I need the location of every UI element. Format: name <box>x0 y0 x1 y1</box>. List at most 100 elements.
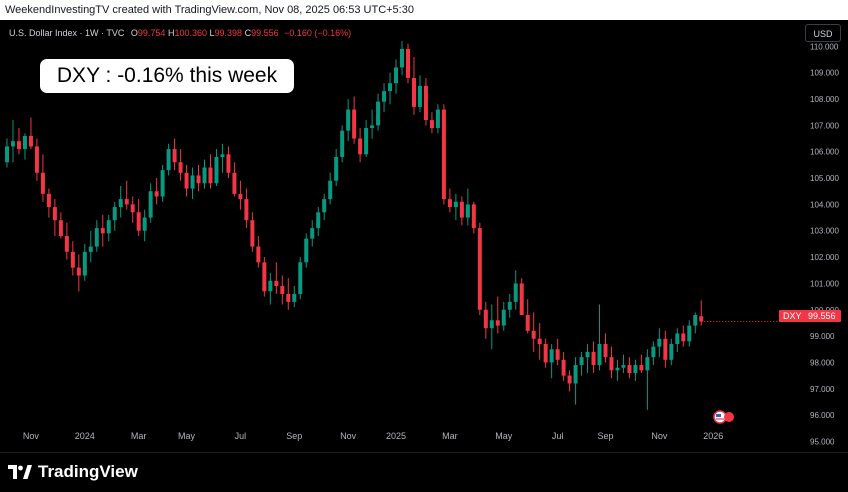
event-dot-icon <box>724 412 734 422</box>
candle-body <box>16 141 21 150</box>
candle <box>178 149 183 181</box>
candle <box>280 275 285 305</box>
candle <box>268 272 273 305</box>
candle <box>88 230 93 263</box>
candle-body <box>687 325 692 342</box>
candle <box>394 59 399 94</box>
candle-body <box>388 83 393 92</box>
time-axis[interactable]: Nov 2024 Mar May Jul Sep Nov 2025 Mar May Jul Sep No… <box>23 431 723 441</box>
candle <box>28 117 33 150</box>
candle-body <box>214 156 219 184</box>
x-tick-label: 2024 <box>75 431 95 441</box>
candle <box>519 278 524 316</box>
candle-body <box>5 146 9 163</box>
candle <box>447 188 452 213</box>
candle <box>471 201 476 234</box>
candle <box>244 188 249 229</box>
candle <box>46 188 51 218</box>
candle-body <box>76 267 81 276</box>
candle <box>507 293 512 318</box>
candle <box>184 164 189 197</box>
candle-body <box>274 280 279 287</box>
tradingview-logo-icon <box>8 465 32 479</box>
candle-body <box>627 365 632 373</box>
candle <box>603 333 608 363</box>
candle <box>214 149 219 186</box>
candle-body <box>459 201 464 218</box>
candle-body <box>334 156 339 181</box>
candle-body <box>112 207 117 221</box>
candle <box>334 149 339 186</box>
price-axis[interactable]: 95.00096.00097.00098.00099.000100.000101… <box>810 42 839 446</box>
candle-body <box>364 128 369 155</box>
candle-body <box>322 199 327 213</box>
candle <box>22 133 27 160</box>
last-price-tag: DXY 99.556 <box>779 310 841 322</box>
price-chart[interactable]: 95.00096.00097.00098.00099.000100.000101… <box>0 20 848 452</box>
candle <box>435 104 440 134</box>
candle-body <box>579 357 584 366</box>
brand-logo[interactable]: TradingView <box>8 461 138 483</box>
candle-body <box>417 85 422 107</box>
candle <box>651 341 656 366</box>
candle-body <box>124 199 129 205</box>
legend-low-value: 99.398 <box>214 28 243 38</box>
candle <box>256 236 261 268</box>
candle <box>388 72 393 105</box>
candle-body <box>256 246 261 263</box>
candle-body <box>507 301 512 310</box>
candle-body <box>585 351 590 358</box>
candle <box>423 77 428 126</box>
candle-body <box>394 67 399 84</box>
candle-body <box>645 357 650 371</box>
candle-body <box>10 141 15 147</box>
candle <box>166 143 171 176</box>
candle <box>196 164 201 192</box>
candle-body <box>477 228 482 310</box>
x-tick-label: Sep <box>597 431 613 441</box>
currency-button[interactable]: USD <box>805 24 841 42</box>
us-flag-stripes-icon <box>716 414 721 417</box>
candle <box>142 209 147 242</box>
candle-body <box>82 251 87 276</box>
candle-body <box>669 344 674 360</box>
candle <box>40 154 45 202</box>
candle <box>292 286 297 308</box>
candle-body <box>196 175 201 184</box>
candle-body <box>58 220 63 236</box>
candle <box>160 164 165 202</box>
candle-body <box>549 349 554 363</box>
candle <box>5 138 9 168</box>
x-tick-label: Jul <box>235 431 247 441</box>
candle <box>645 349 650 410</box>
candle-body <box>310 228 315 239</box>
candle-body <box>232 172 237 194</box>
y-tick-label: 95.000 <box>810 437 835 446</box>
x-tick-label: Sep <box>286 431 302 441</box>
candle-body <box>352 109 357 139</box>
candle-body <box>483 309 488 329</box>
candle-body <box>166 149 171 171</box>
candle <box>627 357 632 379</box>
candle-body <box>423 85 428 121</box>
candle-body <box>513 283 518 302</box>
y-tick-label: 99.000 <box>810 332 835 341</box>
candle <box>501 301 506 331</box>
y-tick-label: 102.000 <box>810 253 839 262</box>
candle <box>663 330 668 368</box>
candle <box>202 159 207 189</box>
price-tag-symbol: DXY <box>783 311 802 321</box>
candle <box>76 254 81 292</box>
candle-body <box>118 199 123 208</box>
x-tick-label: May <box>495 431 513 441</box>
flag-marker[interactable] <box>713 410 734 424</box>
candle-body <box>136 212 141 231</box>
candle <box>100 214 105 247</box>
candle-body <box>489 320 494 329</box>
candle <box>370 109 375 139</box>
candle-body <box>244 199 249 221</box>
candle <box>262 257 267 297</box>
candle-body <box>292 293 297 302</box>
candle-body <box>172 149 177 163</box>
x-tick-label: May <box>178 431 196 441</box>
